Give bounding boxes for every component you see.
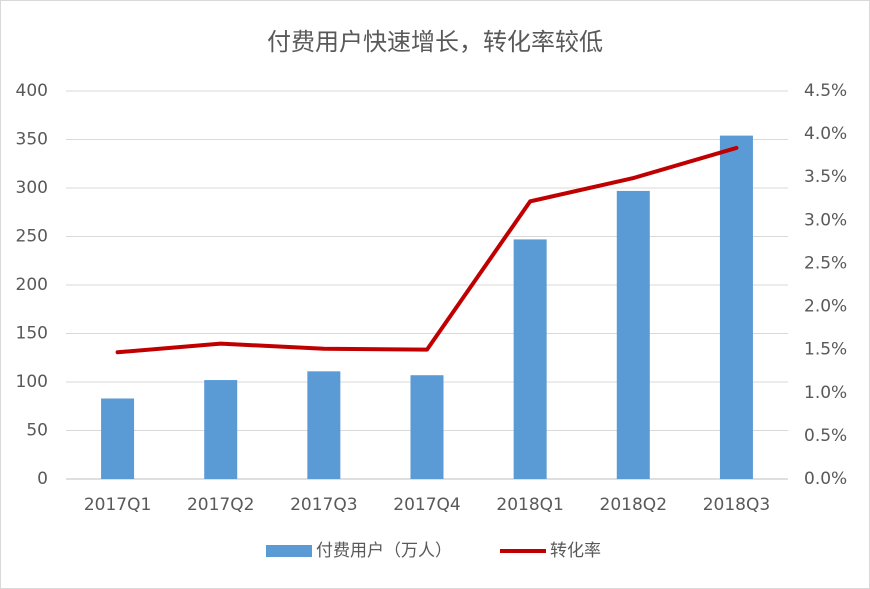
series-line bbox=[115, 145, 739, 355]
bar bbox=[616, 190, 650, 479]
legend-label-bar: 付费用户（万人） bbox=[316, 541, 452, 561]
legend-label-line: 转化率 bbox=[550, 541, 601, 561]
y-right-tick-label: 4.5% bbox=[804, 81, 847, 101]
y-left-tick-label: 0 bbox=[37, 469, 48, 489]
x-tick-label: 2017Q3 bbox=[290, 495, 357, 515]
y-left-tick-label: 150 bbox=[16, 324, 48, 344]
y-right-tick-label: 3.5% bbox=[804, 167, 847, 187]
x-tick-label: 2017Q1 bbox=[84, 495, 151, 515]
chart-title: 付费用户快速增长，转化率较低 bbox=[267, 28, 603, 56]
y-left-tick-label: 250 bbox=[16, 227, 48, 247]
y-right-tick-label: 2.5% bbox=[804, 253, 847, 273]
y-left-tick-label: 400 bbox=[16, 81, 48, 101]
y-right-tick-label: 3.0% bbox=[804, 210, 847, 230]
bar bbox=[719, 135, 753, 479]
y-right-tick-label: 4.0% bbox=[804, 124, 847, 144]
x-tick-label: 2017Q4 bbox=[393, 495, 460, 515]
bar bbox=[513, 239, 547, 479]
bar bbox=[101, 398, 135, 479]
y-right-tick-label: 0.0% bbox=[804, 469, 847, 489]
y-left-tick-label: 100 bbox=[16, 372, 48, 392]
y-right-tick-label: 1.0% bbox=[804, 383, 847, 403]
legend-swatch-bar bbox=[266, 545, 312, 557]
bar bbox=[307, 371, 341, 479]
x-tick-label: 2018Q3 bbox=[703, 495, 770, 515]
y-right-tick-label: 0.5% bbox=[804, 426, 847, 446]
x-tick-label: 2017Q2 bbox=[187, 495, 254, 515]
x-tick-label: 2018Q1 bbox=[496, 495, 563, 515]
x-tick-label: 2018Q2 bbox=[600, 495, 667, 515]
bar bbox=[204, 380, 238, 479]
y-left-tick-label: 350 bbox=[16, 130, 48, 150]
y-left-tick-label: 50 bbox=[26, 421, 48, 441]
y-left-tick-label: 200 bbox=[16, 275, 48, 295]
y-right-tick-label: 1.5% bbox=[804, 340, 847, 360]
y-right-tick-label: 2.0% bbox=[804, 297, 847, 317]
bar bbox=[410, 375, 444, 479]
y-left-tick-label: 300 bbox=[16, 178, 48, 198]
